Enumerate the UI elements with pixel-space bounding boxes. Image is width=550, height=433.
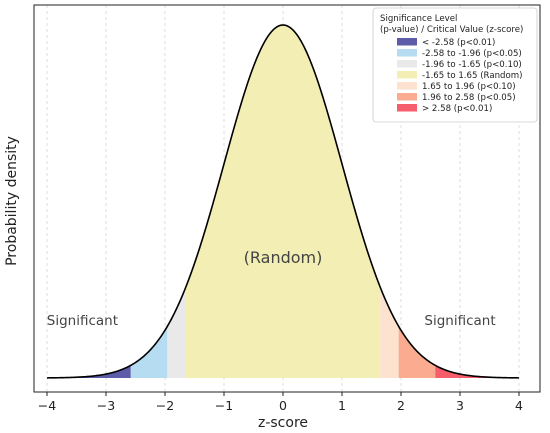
x-tick-label: −2 bbox=[156, 398, 174, 413]
significance-regions bbox=[47, 25, 519, 378]
legend-items: < -2.58 (p<0.01)-2.58 to -1.96 (p<0.05)-… bbox=[397, 38, 522, 114]
region-area bbox=[380, 287, 399, 378]
region-area bbox=[435, 365, 519, 378]
legend-title-line2: (p-value) / Critical Value (z-score) bbox=[380, 25, 523, 35]
legend-item-label: -1.96 to -1.65 (p<0.10) bbox=[422, 60, 522, 70]
legend: Significance Level (p-value) / Critical … bbox=[372, 7, 538, 123]
legend-swatch bbox=[397, 49, 417, 57]
legend-item-label: < -2.58 (p<0.01) bbox=[422, 38, 495, 48]
plot-frame bbox=[33, 4, 541, 393]
x-axis-ticks: −4 −3 −2 −1 0 1 2 3 4 bbox=[38, 392, 523, 413]
x-tick-label: −1 bbox=[215, 398, 233, 413]
region-area bbox=[167, 287, 186, 378]
x-tick-label: 3 bbox=[456, 398, 464, 413]
legend-swatch bbox=[397, 38, 417, 46]
annotations: Significant (Random) Significant bbox=[47, 248, 496, 329]
x-tick-label: −4 bbox=[38, 398, 56, 413]
region-area bbox=[185, 25, 381, 378]
legend-swatch bbox=[397, 71, 417, 79]
legend-swatch bbox=[397, 93, 417, 101]
x-tick-label: 1 bbox=[338, 398, 346, 413]
legend-swatch bbox=[397, 82, 417, 90]
x-tick-label: 0 bbox=[279, 398, 287, 413]
legend-item-label: > 2.58 (p<0.01) bbox=[422, 104, 492, 114]
x-tick-label: 2 bbox=[397, 398, 405, 413]
x-axis-label: z-score bbox=[258, 415, 308, 431]
legend-item-label: 1.96 to 2.58 (p<0.05) bbox=[422, 93, 516, 103]
annotation-label: Significant bbox=[47, 313, 118, 329]
region-area bbox=[47, 365, 131, 378]
legend-item-label: 1.65 to 1.96 (p<0.10) bbox=[422, 82, 516, 92]
annotation-label: (Random) bbox=[244, 248, 323, 267]
x-tick-label: 4 bbox=[515, 398, 523, 413]
legend-item-label: -1.65 to 1.65 (Random) bbox=[422, 71, 522, 81]
y-axis-label: Probability density bbox=[4, 136, 20, 266]
legend-swatch bbox=[397, 60, 417, 68]
legend-title-line1: Significance Level bbox=[380, 14, 457, 24]
annotation-label: Significant bbox=[424, 313, 495, 329]
legend-swatch bbox=[397, 104, 417, 112]
density-curve bbox=[46, 24, 520, 379]
x-tick-label: −3 bbox=[97, 398, 115, 413]
legend-item-label: -2.58 to -1.96 (p<0.05) bbox=[422, 49, 522, 59]
